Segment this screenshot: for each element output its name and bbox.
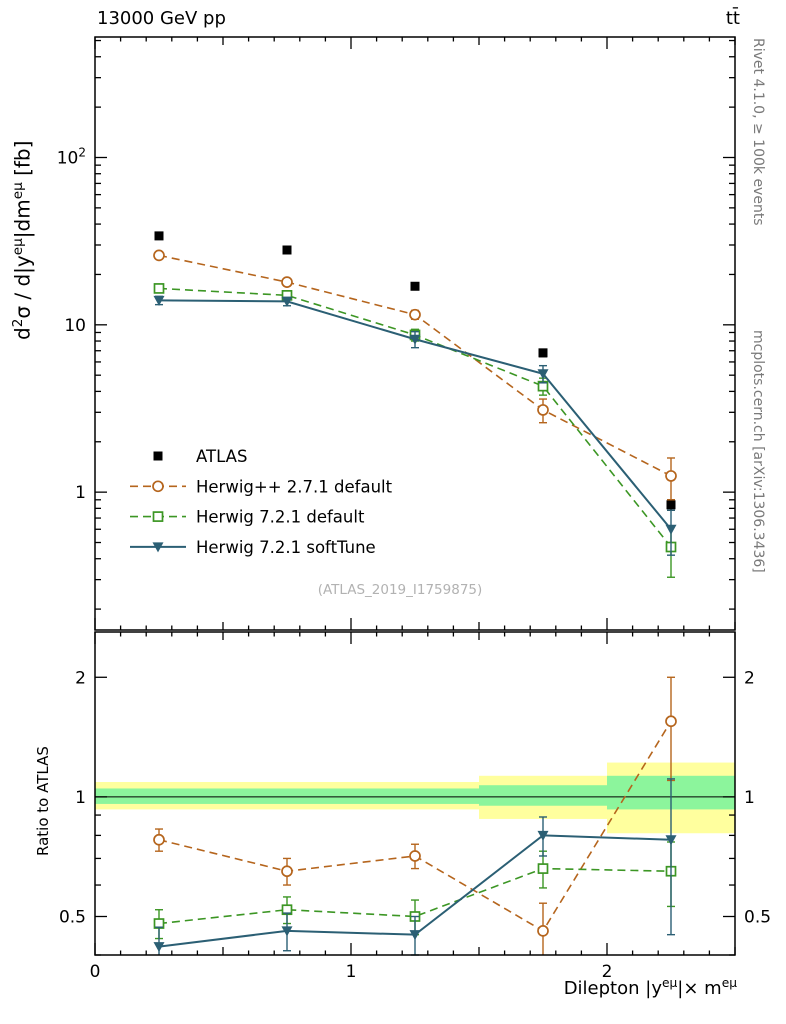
legend-entry-label: Herwig++ 2.7.1 default [196,477,393,496]
svg-text:2: 2 [744,668,755,688]
svg-text:0.5: 0.5 [744,907,771,927]
top-panel-series-herwig-7-2-1-default [153,283,677,578]
uncertainty-bands [95,762,735,834]
svg-text:10: 10 [64,316,86,336]
svg-text:1: 1 [346,962,357,982]
legend-entry-label: Herwig 7.2.1 default [196,508,365,527]
analysis-id-watermark: (ATLAS_2019_I1759875) [318,582,483,598]
y-axis-title: d2σ / d|yeμ|dmeμ [fb] [10,140,35,340]
legend-entry-label: Herwig 7.2.1 softTune [196,538,376,557]
axis-tick-labels: 1 10 102 0.5 0.5 1 1 2 2 0 1 2 [57,145,771,982]
svg-text:102: 102 [57,145,86,168]
axis-ticks [94,37,736,956]
svg-text:1: 1 [75,483,86,503]
svg-text:1: 1 [75,788,86,808]
x-axis-title: Dilepton |yeμ|× meμ [563,976,737,999]
svg-text:1: 1 [744,788,755,808]
panel-frames [94,36,736,956]
svg-text:2: 2 [602,962,613,982]
svg-text:0: 0 [90,962,101,982]
svg-text:0.5: 0.5 [59,907,86,927]
top-panel-series-herwig-7-2-1-softtune [153,295,677,556]
watermark: (ATLAS_2019_I1759875) [318,582,483,598]
top-panel-series-atlas [154,231,676,511]
svg-text:2: 2 [75,668,86,688]
legend: ATLAS Herwig++ 2.7.1 default Herwig 7.2.1 … [130,447,393,557]
process-title: tt̄ [725,8,740,29]
ratio-panel-series-herwig-7-2-1-softtune [153,778,677,956]
legend-entry-label: ATLAS [196,447,247,466]
rivet-version-label: Rivet 4.1.0, ≥ 100k events [750,38,766,226]
mcplots-credit-label: mcplots.cern.ch [arXiv:1306.3436] [750,330,766,573]
ratio-panel-series-herwig-2-7-1-default [153,676,677,955]
beam-energy-title: 13000 GeV pp [97,8,226,29]
ratio-axis-title: Ratio to ATLAS [34,746,52,856]
top-panel-series-herwig-2-7-1-default [153,249,677,501]
ratio-panel-series-herwig-7-2-1-default [153,841,677,940]
